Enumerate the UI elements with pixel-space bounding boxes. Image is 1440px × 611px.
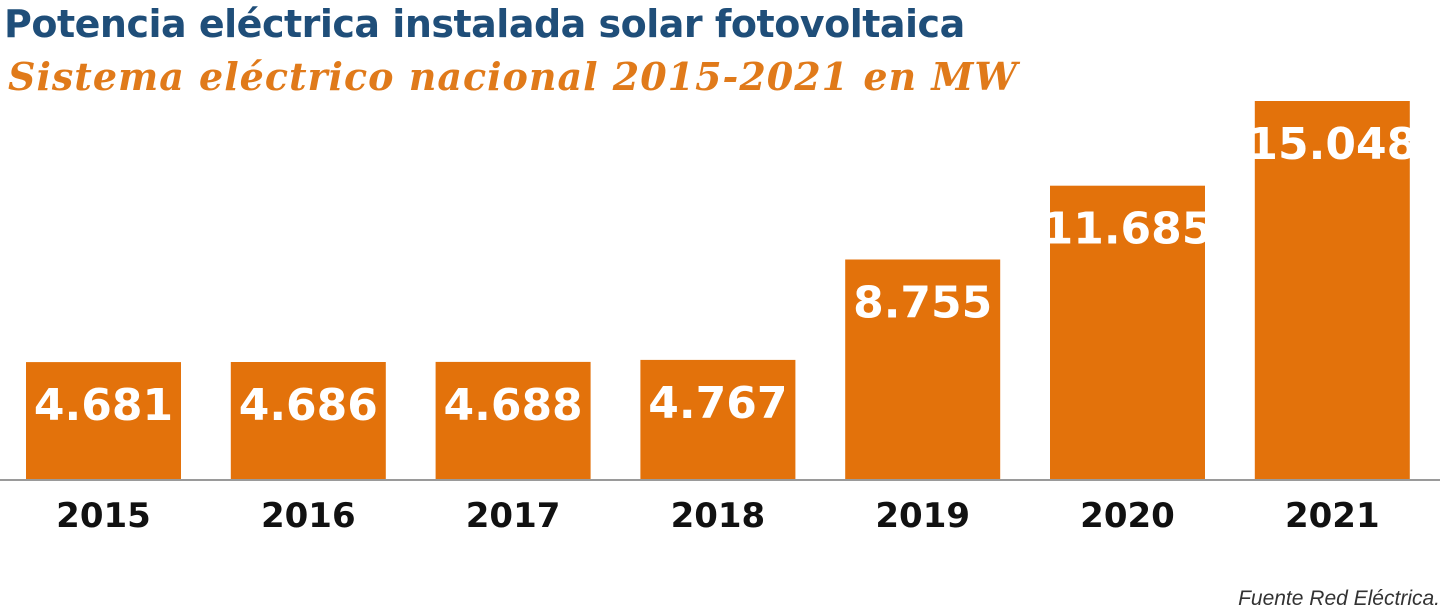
bar-2018 — [640, 359, 796, 480]
bar-2020 — [1050, 185, 1205, 480]
bar-2019 — [845, 259, 1001, 480]
x-tick-label-2019: 2019 — [875, 496, 970, 536]
source-note: Fuente Red Eléctrica. — [1238, 587, 1440, 610]
bar-value-label-2017: 4.688 — [444, 380, 583, 431]
bar-value-label-2020: 11.685 — [1043, 204, 1213, 255]
x-tick-label-2020: 2020 — [1080, 496, 1175, 536]
x-tick-label-2016: 2016 — [261, 496, 356, 536]
x-tick-label-2018: 2018 — [671, 496, 766, 536]
bar-2017 — [435, 361, 591, 480]
bar-value-label-2016: 4.686 — [239, 380, 378, 431]
bar-value-label-2015: 4.681 — [34, 380, 173, 431]
x-tick-label-2021: 2021 — [1285, 496, 1380, 536]
bar-2021 — [1254, 101, 1410, 480]
chart-title: Potencia eléctrica instalada solar fotov… — [4, 2, 965, 46]
chart-subtitle: Sistema eléctrico nacional 2015-2021 en … — [8, 54, 1019, 99]
x-tick-label-2015: 2015 — [56, 496, 151, 536]
bar-value-label-2019: 8.755 — [853, 278, 992, 329]
bar-2016 — [230, 362, 386, 480]
bar-value-label-2018: 4.767 — [648, 378, 787, 429]
bar-value-label-2021: 15.048 — [1247, 119, 1417, 170]
value-labels-group: 4.681 4.686 4.688 4.767 8.755 11.685 15.048 — [34, 119, 1417, 431]
x-tick-labels-group: 2015 2016 2017 2018 2019 2020 2021 — [56, 496, 1379, 536]
bars-group — [26, 101, 1410, 480]
bar-2015 — [26, 362, 181, 480]
x-tick-label-2017: 2017 — [466, 496, 561, 536]
